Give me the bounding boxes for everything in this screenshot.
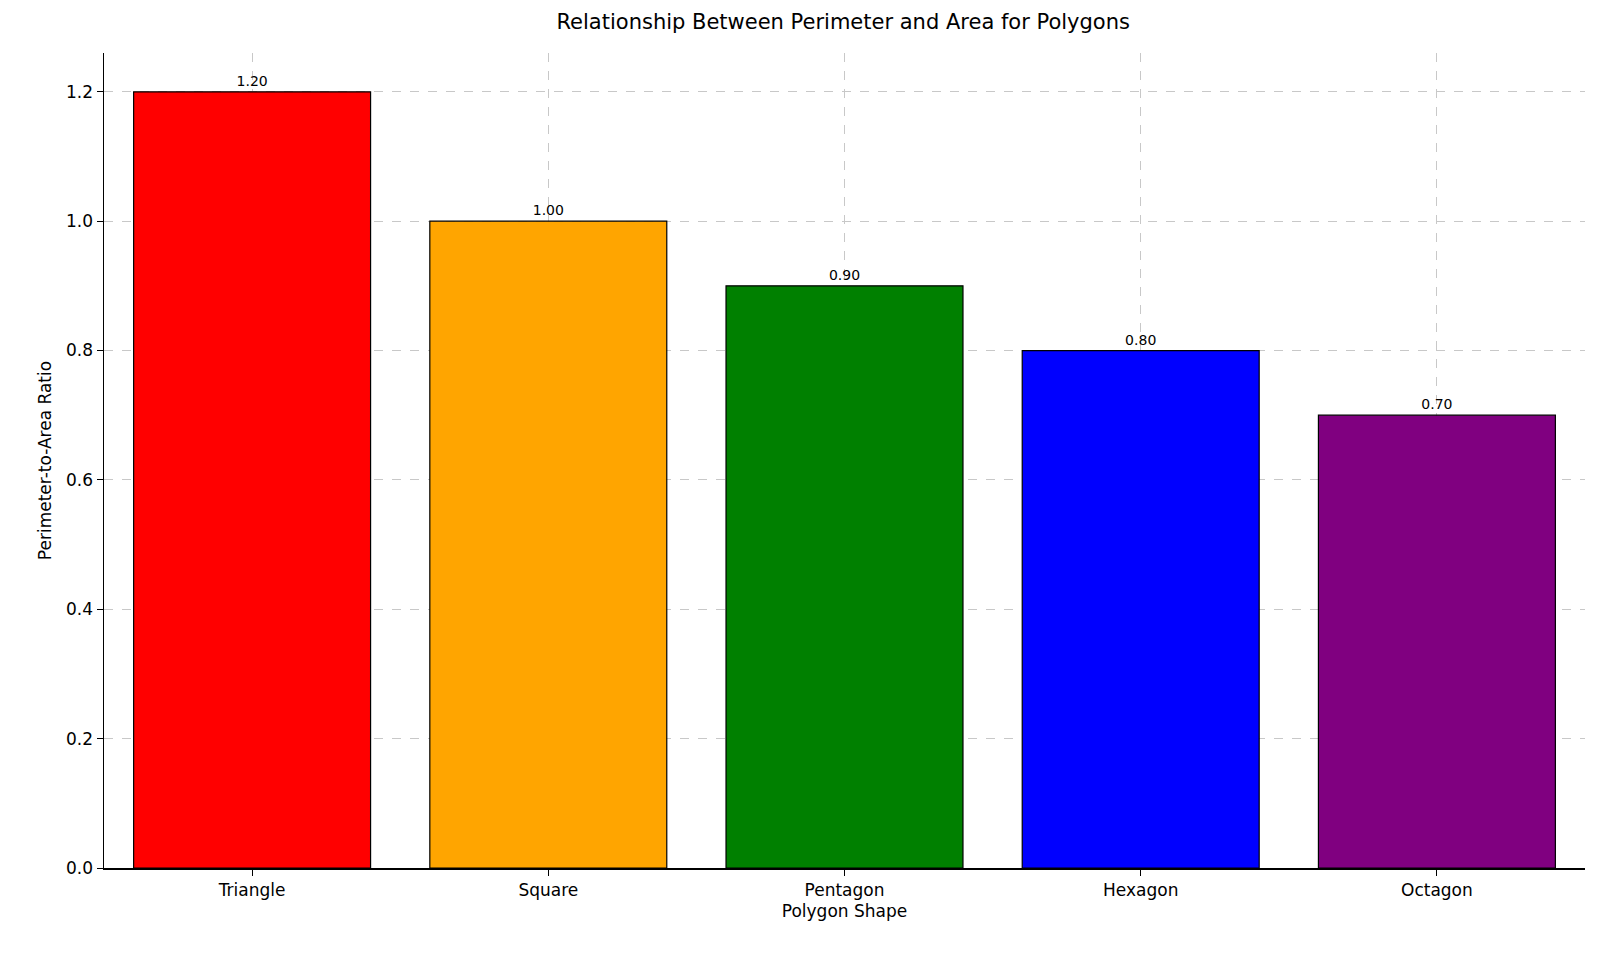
- svg-text:0.4: 0.4: [66, 599, 93, 619]
- svg-text:0.6: 0.6: [66, 470, 93, 490]
- svg-text:0.0: 0.0: [66, 858, 93, 878]
- svg-text:1.20: 1.20: [237, 73, 268, 89]
- svg-text:0.8: 0.8: [66, 340, 93, 360]
- svg-text:0.2: 0.2: [66, 729, 93, 749]
- svg-text:0.90: 0.90: [829, 267, 860, 283]
- svg-text:Triangle: Triangle: [218, 880, 286, 900]
- svg-text:0.80: 0.80: [1125, 332, 1156, 348]
- svg-text:1.2: 1.2: [66, 82, 93, 102]
- svg-text:1.0: 1.0: [66, 211, 93, 231]
- svg-text:Square: Square: [518, 880, 578, 900]
- svg-text:0.70: 0.70: [1421, 396, 1452, 412]
- svg-text:Polygon Shape: Polygon Shape: [782, 901, 907, 921]
- svg-text:Relationship Between Perimeter: Relationship Between Perimeter and Area …: [556, 10, 1129, 34]
- svg-text:Octagon: Octagon: [1401, 880, 1473, 900]
- svg-text:Hexagon: Hexagon: [1103, 880, 1178, 900]
- svg-text:Pentagon: Pentagon: [805, 880, 885, 900]
- svg-text:Perimeter-to-Area Ratio: Perimeter-to-Area Ratio: [35, 361, 55, 560]
- svg-text:1.00: 1.00: [533, 202, 564, 218]
